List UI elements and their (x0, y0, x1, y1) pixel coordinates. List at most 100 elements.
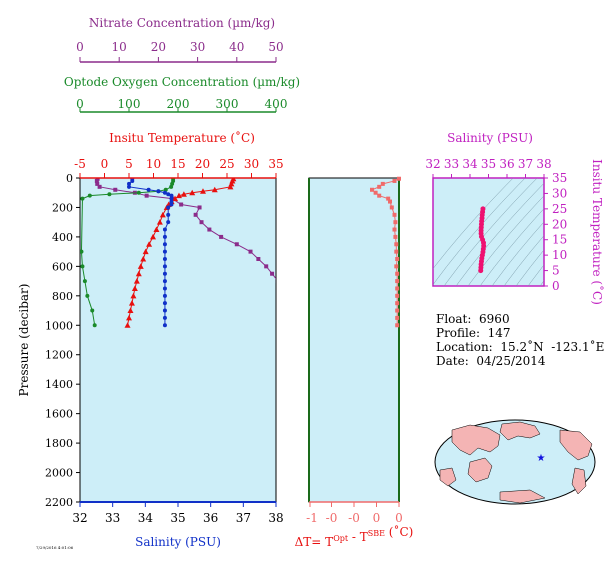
salinity-point (162, 279, 167, 284)
nitrate-point (264, 264, 269, 269)
info-float: Float: 6960 (436, 312, 510, 326)
temperature-point (227, 183, 234, 190)
temperature-point (156, 219, 163, 225)
salinity-point (169, 196, 174, 201)
delta-t-axis-title: ΔT= TOpt - TSBE (˚C) (295, 524, 414, 549)
temperature-point (133, 278, 140, 284)
delta-t-point (395, 257, 400, 261)
delta-t-tick-label: -1 (306, 511, 318, 525)
salinity-point (169, 193, 174, 198)
ts-points-group (478, 206, 487, 274)
delta-t-point (377, 193, 382, 198)
timestamp-note: 7/29/2016 4:01:06 (36, 545, 74, 550)
temperature-point (126, 314, 132, 321)
pressure-tick-label: 0 (66, 172, 73, 185)
nitrate-point (113, 187, 118, 192)
nitrate-tick-label: 50 (268, 40, 283, 54)
salinity-point (156, 189, 161, 194)
nitrate-point (248, 249, 253, 254)
info-location: Location: 15.2˚N -123.1˚E (436, 340, 605, 354)
oxygen-point (80, 196, 85, 201)
delta-t-point (377, 184, 382, 189)
temperature-axis: -5 0 5 10 15 20 25 30 35 Insitu Temperature (˚C) (74, 130, 284, 179)
salinity-tick-label: 37 (236, 511, 251, 525)
oxygen-point (136, 190, 141, 195)
delta-t-point (392, 212, 397, 217)
temperature-point (199, 188, 206, 194)
nitrate-tick-label: 0 (76, 40, 84, 54)
nitrate-point (219, 234, 224, 239)
salinity-point (162, 234, 167, 239)
ts-x-tick-label: 33 (444, 157, 459, 171)
oxygen-tick-label: 300 (216, 97, 239, 111)
oxygen-point (87, 193, 92, 198)
ts-y-axis-title: Insitu Temperature (˚C) (590, 159, 605, 305)
ts-plot-area (432, 177, 545, 287)
salinity-point (127, 184, 131, 189)
pressure-tick-label: 1400 (45, 378, 73, 391)
temperature-point (142, 248, 149, 255)
delta-t-point (370, 187, 374, 192)
globe-land (439, 421, 593, 504)
oxygen-point (169, 184, 174, 189)
ts-y-tick-label: 35 (552, 171, 567, 185)
delta-t-point (389, 205, 394, 210)
delta-t-title-part: (˚C) (385, 524, 413, 539)
ts-x-axis-title: Salinity (PSU) (447, 131, 533, 145)
location-globe: ★ (434, 419, 596, 505)
delta-t-point (395, 286, 400, 291)
delta-t-point (394, 242, 399, 247)
salinity-tick-label: 32 (72, 511, 87, 525)
salinity-point (166, 205, 171, 210)
density-contour (527, 264, 544, 286)
delta-t-point (380, 181, 385, 186)
nitrate-point (199, 220, 204, 225)
pressure-tick-label: 800 (52, 290, 73, 303)
info-profile: Profile: 147 (436, 326, 511, 340)
salinity-point (146, 187, 151, 192)
nitrate-point (270, 271, 275, 276)
temperature-point (128, 300, 135, 306)
delta-t-point (395, 293, 400, 298)
salinity-point (162, 301, 167, 306)
salinity-point (130, 178, 135, 183)
density-contour (433, 178, 514, 270)
oxygen-point (92, 323, 97, 328)
ts-x-tick-label: 38 (536, 157, 551, 171)
delta-t-point (395, 315, 400, 320)
nitrate-point (256, 257, 261, 261)
delta-t-point (395, 271, 400, 276)
salinity-point (162, 308, 167, 313)
salinity-point (169, 202, 174, 207)
pressure-tick-label: 1600 (45, 408, 73, 421)
temperature-tick-label: 0 (101, 157, 109, 171)
delta-t-point (394, 264, 399, 269)
ts-density-contours (433, 178, 544, 286)
salinity-point (162, 286, 167, 291)
temperature-point (172, 195, 179, 202)
oxygen-axis-title: Optode Oxygen Concentration (µm/kg) (64, 75, 300, 89)
ts-y-tick-label: 30 (552, 186, 567, 200)
temperature-tick-label: 35 (268, 157, 283, 171)
density-contour (539, 280, 544, 286)
delta-t-point (393, 234, 398, 239)
density-contour (455, 182, 544, 286)
main-series-group (80, 178, 276, 328)
nitrate-tick-label: 20 (151, 40, 166, 54)
pressure-tick-label: 2000 (45, 467, 73, 480)
density-contour (433, 178, 526, 286)
nitrate-point (193, 212, 198, 217)
salinity-point (127, 181, 131, 186)
temperature-point (150, 233, 157, 240)
delta-t-title-superscript: SBE (368, 529, 385, 538)
delta-t-point (373, 190, 378, 195)
salinity-axis: 32 33 34 35 36 37 38 Salinity (PSU) (72, 501, 284, 549)
temperature-tick-label: 25 (219, 157, 234, 171)
nitrate-point (97, 184, 102, 189)
salinity-point (162, 293, 167, 298)
temperature-tick-label: -5 (74, 157, 86, 171)
oxygen-tick-label: 0 (76, 97, 84, 111)
salinity-point (162, 323, 167, 328)
